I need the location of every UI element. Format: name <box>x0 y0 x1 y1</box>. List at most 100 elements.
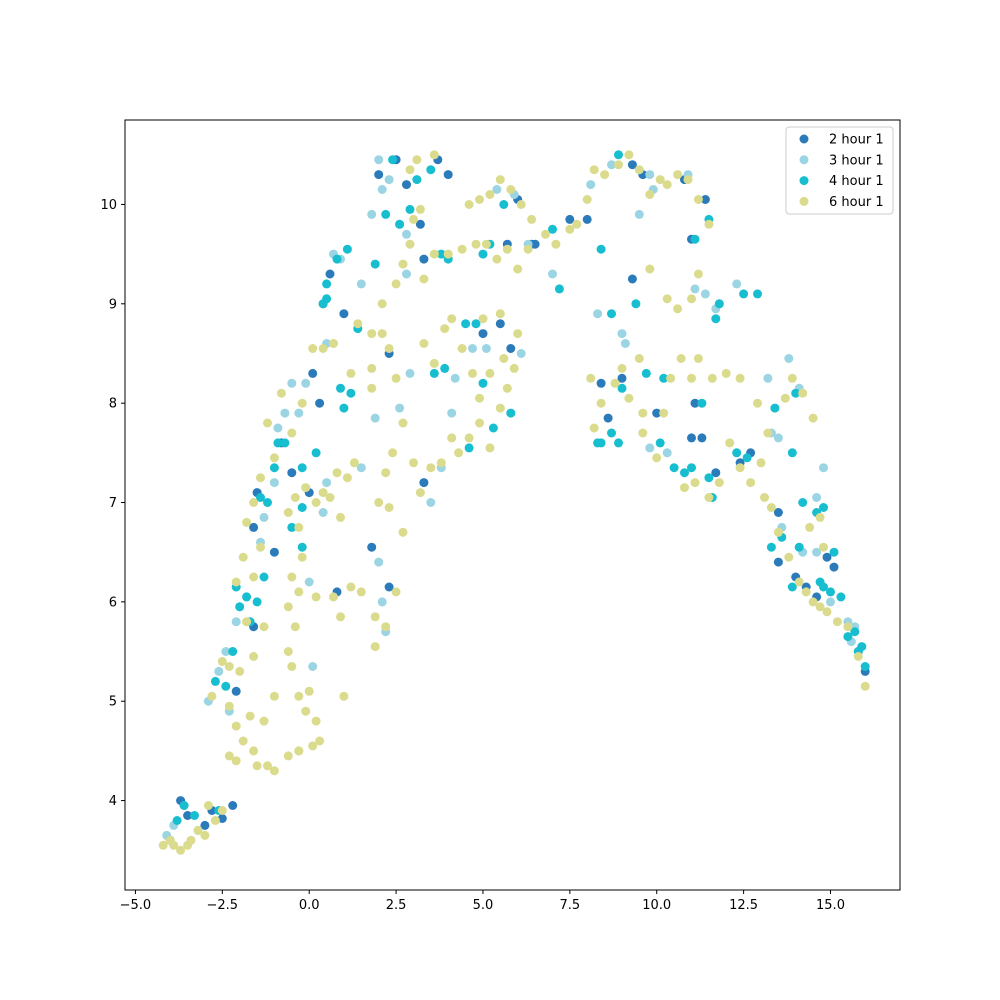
x-tick-label: 0.0 <box>299 898 320 913</box>
data-point-series-2 <box>426 165 436 175</box>
data-point-series-3 <box>756 458 766 468</box>
data-point-series-3 <box>405 239 415 249</box>
data-point-series-3 <box>318 488 328 498</box>
data-point-series-3 <box>294 522 304 532</box>
data-point-series-1 <box>481 344 491 353</box>
x-axis: −5.0 −2.5 0.0 2.5 5.0 7.5 10.0 12.5 15.0 <box>120 890 845 913</box>
data-point-series-3 <box>419 339 429 348</box>
data-point-series-2 <box>228 647 238 656</box>
data-point-series-2 <box>850 627 860 637</box>
data-point-series-2 <box>488 423 498 433</box>
data-point-series-3 <box>527 214 537 224</box>
data-point-series-3 <box>336 612 345 622</box>
data-point-series-0 <box>711 468 721 478</box>
data-point-series-2 <box>770 403 780 413</box>
y-tick-label: 10 <box>100 198 117 213</box>
data-point-series-2 <box>429 368 439 378</box>
data-point-series-3 <box>464 200 474 209</box>
data-point-series-2 <box>259 572 269 582</box>
data-point-series-3 <box>582 195 592 204</box>
legend-label: 6 hour 1 <box>829 195 884 210</box>
data-point-series-2 <box>548 224 557 234</box>
data-point-series-2 <box>794 542 804 552</box>
data-point-series-0 <box>603 413 613 423</box>
data-point-series-3 <box>311 592 321 602</box>
data-point-series-3 <box>249 652 259 661</box>
data-point-series-3 <box>200 830 210 840</box>
data-point-series-3 <box>329 592 338 602</box>
data-point-series-2 <box>614 150 623 160</box>
data-point-series-3 <box>235 666 245 676</box>
data-point-series-3 <box>308 741 318 751</box>
data-point-series-3 <box>207 691 217 701</box>
data-point-series-1 <box>377 597 387 607</box>
data-point-series-3 <box>259 716 269 726</box>
data-point-series-2 <box>680 468 689 478</box>
data-point-series-2 <box>370 259 380 269</box>
legend-label: 2 hour 1 <box>829 133 884 148</box>
data-point-series-3 <box>249 746 259 756</box>
y-tick-label: 6 <box>109 595 117 610</box>
data-point-series-2 <box>172 816 182 825</box>
data-point-series-3 <box>541 229 550 239</box>
data-point-series-3 <box>763 428 773 438</box>
data-point-series-3 <box>203 801 213 810</box>
data-point-series-0 <box>582 214 592 224</box>
data-point-series-3 <box>287 662 297 671</box>
data-point-series-3 <box>374 498 384 507</box>
data-point-series-3 <box>249 498 259 507</box>
x-tick-label: 5.0 <box>473 898 494 913</box>
data-point-series-3 <box>815 602 825 612</box>
data-point-series-2 <box>787 582 797 592</box>
data-point-series-1 <box>617 329 627 339</box>
data-point-series-2 <box>819 582 828 592</box>
data-point-series-3 <box>405 165 415 175</box>
data-point-series-2 <box>395 219 405 229</box>
data-point-series-3 <box>704 493 714 502</box>
data-point-series-3 <box>495 309 505 319</box>
data-point-series-3 <box>589 423 599 433</box>
data-point-series-3 <box>624 150 634 160</box>
y-tick-label: 8 <box>109 397 117 412</box>
data-point-series-3 <box>687 294 696 304</box>
data-point-series-2 <box>690 234 700 244</box>
data-point-series-3 <box>290 622 300 632</box>
data-point-series-3 <box>283 751 293 761</box>
data-point-series-3 <box>475 195 484 204</box>
data-point-series-3 <box>349 458 359 468</box>
data-point-series-1 <box>318 508 328 517</box>
data-point-series-3 <box>412 155 422 165</box>
data-point-series-2 <box>297 463 307 473</box>
data-point-series-1 <box>377 185 387 194</box>
data-point-series-3 <box>659 408 669 418</box>
data-point-series-0 <box>231 686 241 696</box>
data-point-series-2 <box>412 175 422 185</box>
data-point-series-2 <box>659 373 669 383</box>
data-point-series-3 <box>353 319 363 329</box>
data-point-series-0 <box>419 478 429 488</box>
data-point-series-3 <box>269 766 279 776</box>
data-point-series-3 <box>259 622 269 632</box>
data-point-series-2 <box>607 309 616 319</box>
data-point-series-3 <box>784 552 794 562</box>
data-point-series-3 <box>655 175 665 185</box>
data-point-series-2 <box>464 443 474 453</box>
data-point-series-3 <box>502 383 512 393</box>
data-point-series-0 <box>530 239 540 249</box>
data-point-series-2 <box>440 363 450 373</box>
data-point-series-3 <box>468 368 477 378</box>
data-point-series-3 <box>377 299 387 309</box>
data-point-series-3 <box>429 358 439 368</box>
data-point-series-3 <box>283 602 293 612</box>
data-point-series-3 <box>287 572 297 582</box>
data-point-series-2 <box>499 200 509 209</box>
data-point-series-2 <box>506 408 516 418</box>
data-point-series-3 <box>735 463 745 473</box>
data-point-series-3 <box>238 552 248 562</box>
data-point-series-0 <box>617 373 627 383</box>
data-point-series-3 <box>440 324 450 334</box>
data-point-series-2 <box>739 289 749 299</box>
legend-marker <box>799 176 809 186</box>
data-point-series-3 <box>231 577 241 587</box>
